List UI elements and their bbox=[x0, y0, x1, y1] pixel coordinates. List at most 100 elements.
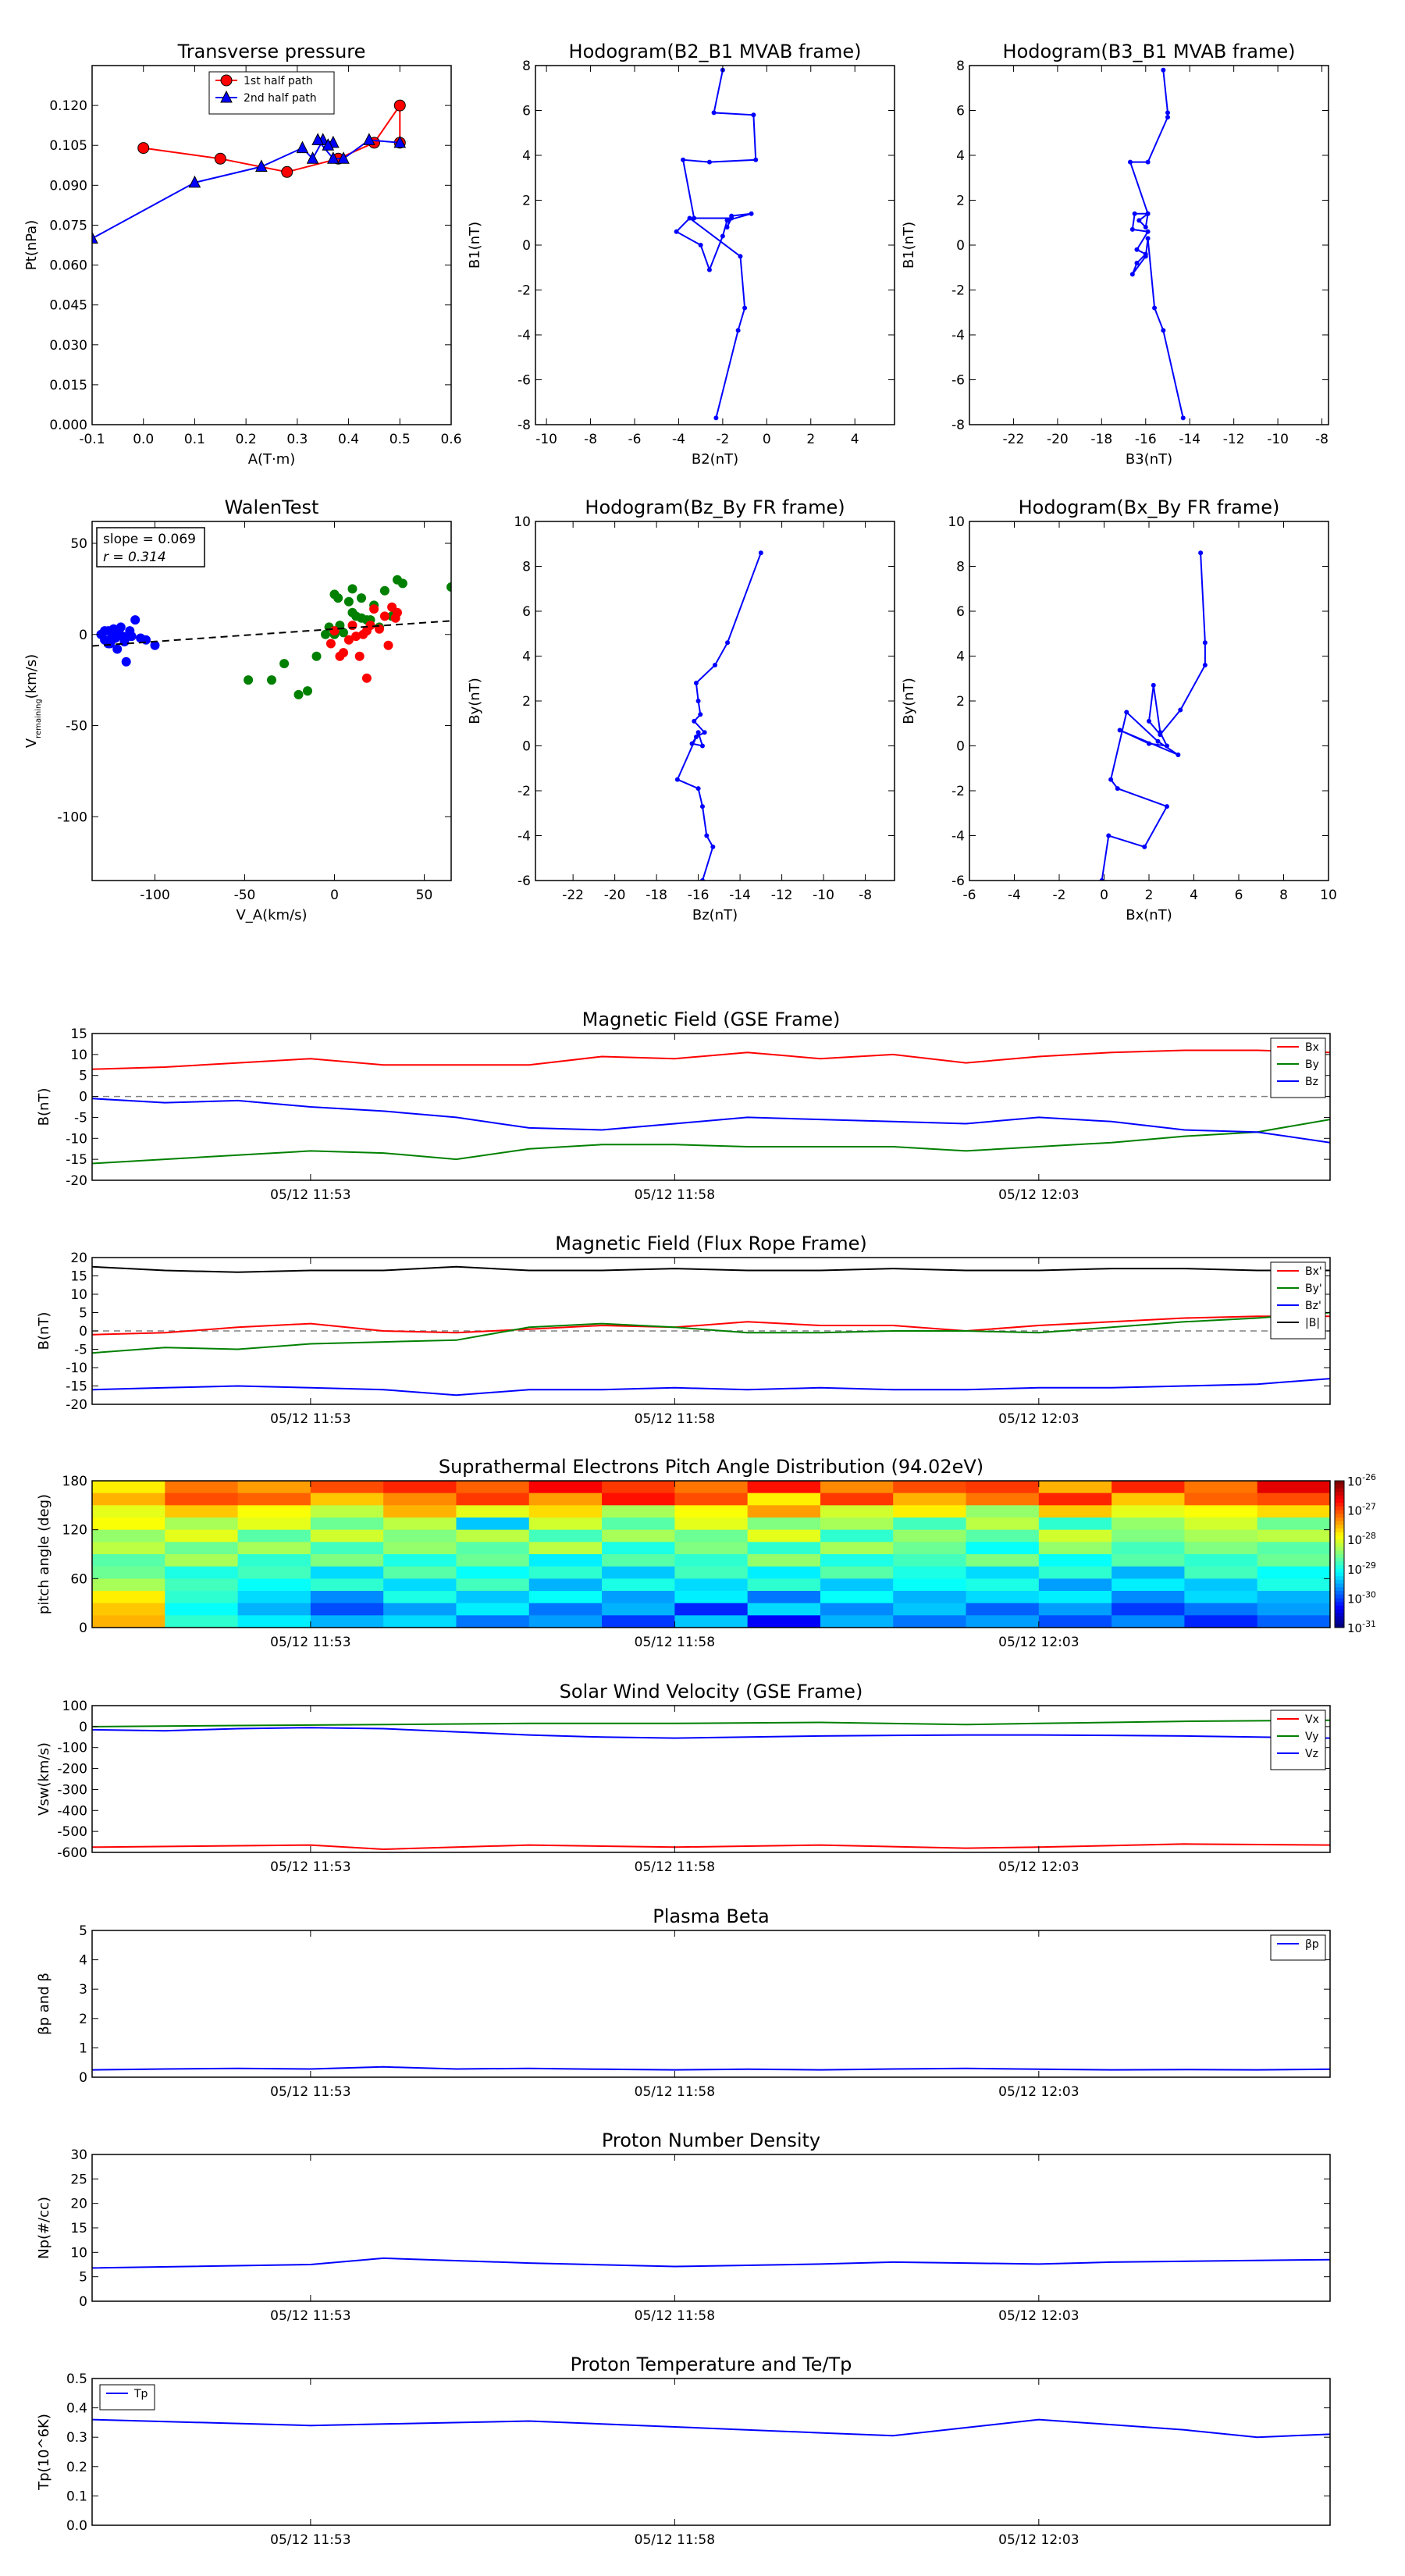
colorbar-tick-label: 10-30 bbox=[1347, 1589, 1376, 1606]
data-point bbox=[1136, 218, 1142, 223]
heatmap-cell bbox=[820, 1517, 894, 1531]
colorbar-segment bbox=[1335, 1521, 1344, 1525]
legend: Bx' By' Bz' |B| bbox=[1270, 1261, 1326, 1340]
heatmap-cell bbox=[165, 1566, 239, 1579]
legend-box bbox=[99, 2384, 155, 2411]
heatmap-cell bbox=[1184, 1517, 1258, 1531]
data-point bbox=[1147, 718, 1151, 724]
heatmap-cell bbox=[310, 1517, 384, 1531]
series-line-by bbox=[92, 1119, 1330, 1165]
heatmap-cell bbox=[1038, 1566, 1112, 1579]
chart-title: Solar Wind Velocity (GSE Frame) bbox=[560, 1681, 863, 1703]
y-axis-label: B(nT) bbox=[36, 1088, 52, 1126]
heatmap-cell bbox=[92, 1603, 165, 1616]
chart-title: Hodogram(B2_B1 MVAB frame) bbox=[569, 41, 862, 62]
y-tick-label: 0.030 bbox=[49, 338, 87, 354]
x-tick-label: 05/12 11:53 bbox=[270, 2084, 350, 2100]
heatmap-cell bbox=[747, 1505, 821, 1518]
series-line-data bbox=[674, 69, 757, 418]
heatmap-cell bbox=[1257, 1603, 1331, 1616]
y-tick-label: 30 bbox=[70, 2147, 87, 2163]
heatmap-cell bbox=[165, 1615, 239, 1628]
heatmap-cell bbox=[165, 1481, 239, 1494]
x-axis-label: Bz(nT) bbox=[692, 907, 738, 923]
heatmap-cell bbox=[310, 1603, 384, 1616]
x-axis-label: Bx(nT) bbox=[1126, 907, 1172, 923]
chart-title: Suprathermal Electrons Pitch Angle Distr… bbox=[439, 1456, 984, 1478]
chart-title: Hodogram(Bx_By FR frame) bbox=[1019, 496, 1280, 518]
heatmap-cell bbox=[92, 1578, 165, 1592]
chart-title: Plasma Beta bbox=[653, 1905, 769, 1927]
series-line-vz bbox=[92, 1727, 1330, 1739]
data-point bbox=[735, 328, 741, 333]
colorbar-segment bbox=[1335, 1598, 1344, 1603]
y-tick-label: 20 bbox=[70, 1251, 87, 1266]
x-tick-label: 05/12 12:03 bbox=[998, 1187, 1079, 1203]
heatmap-cell bbox=[747, 1529, 821, 1542]
data-point bbox=[753, 157, 759, 162]
y-tick-label: 1 bbox=[79, 2041, 87, 2056]
x-tick-label: 05/12 12:03 bbox=[998, 2084, 1079, 2100]
data-point bbox=[296, 141, 309, 154]
x-tick-label: 0.5 bbox=[389, 432, 411, 447]
data-point bbox=[1158, 730, 1163, 735]
x-tick-label: -12 bbox=[771, 888, 793, 903]
heatmap-cell bbox=[747, 1591, 821, 1604]
x-tick-label: -8 bbox=[584, 432, 597, 447]
legend-label: Bx bbox=[1305, 1041, 1319, 1054]
heatmap-cell bbox=[602, 1493, 675, 1506]
heatmap-cell bbox=[528, 1591, 603, 1604]
heatmap-cell bbox=[602, 1481, 675, 1494]
heatmap-cell bbox=[747, 1603, 821, 1616]
data-point bbox=[92, 231, 98, 244]
heatmap-cell bbox=[310, 1505, 384, 1518]
heatmap-cell bbox=[310, 1542, 384, 1555]
heatmap-cell bbox=[237, 1603, 311, 1616]
colorbar-tick-label: 10-29 bbox=[1347, 1560, 1376, 1577]
y-tick-label: -300 bbox=[57, 1782, 87, 1798]
heatmap-cell bbox=[310, 1578, 384, 1592]
data-point bbox=[687, 215, 692, 221]
chart-title: Proton Number Density bbox=[602, 2129, 820, 2151]
heatmap-cell bbox=[747, 1481, 821, 1494]
heatmap-cell bbox=[310, 1554, 384, 1567]
scatter-point bbox=[357, 613, 366, 623]
y-tick-label: 100 bbox=[62, 1699, 87, 1714]
heatmap-cell bbox=[893, 1578, 967, 1592]
plot-area bbox=[92, 575, 451, 699]
heatmap-cell bbox=[528, 1603, 603, 1616]
y-axis-label: Pt(nPa) bbox=[23, 220, 40, 270]
data-point bbox=[681, 157, 686, 162]
y-axis-label: pitch angle (deg) bbox=[36, 1494, 52, 1614]
chart-solar-wind: Solar Wind Velocity (GSE Frame) -600 -500 -… bbox=[36, 1681, 1331, 1875]
plot-area bbox=[92, 2257, 1330, 2269]
data-point bbox=[1132, 211, 1137, 216]
y-tick-label: -6 bbox=[518, 373, 531, 389]
data-point bbox=[214, 152, 226, 165]
heatmap-cell bbox=[1257, 1615, 1331, 1628]
y-tick-label: -20 bbox=[66, 1397, 87, 1413]
y-tick-label: -100 bbox=[57, 809, 87, 825]
legend: Bx By Bz bbox=[1270, 1037, 1326, 1098]
heatmap-cell bbox=[383, 1554, 457, 1567]
heatmap-cell bbox=[747, 1578, 821, 1592]
heatmap-cell bbox=[1112, 1517, 1185, 1531]
heatmap-cell bbox=[1038, 1591, 1112, 1604]
data-point bbox=[220, 74, 233, 87]
scatter-point bbox=[329, 626, 340, 636]
scatter-point bbox=[244, 675, 254, 685]
y-axis-label: By(nT) bbox=[901, 678, 917, 724]
heatmap-cell bbox=[383, 1493, 457, 1506]
y-tick-label: -5 bbox=[74, 1110, 87, 1126]
colorbar-segment bbox=[1335, 1495, 1344, 1500]
x-tick-label: -0.1 bbox=[79, 432, 105, 447]
plot-area bbox=[92, 1049, 1330, 1165]
legend-label: Vx bbox=[1305, 1713, 1319, 1726]
y-tick-label: 120 bbox=[62, 1523, 87, 1539]
x-tick-label: -6 bbox=[963, 888, 976, 903]
y-tick-label: -4 bbox=[951, 328, 965, 343]
y-tick-label: 15 bbox=[70, 1269, 87, 1285]
plot-frame bbox=[535, 65, 895, 425]
x-axis-label: B2(nT) bbox=[692, 451, 738, 468]
series-line-data bbox=[1101, 553, 1206, 881]
